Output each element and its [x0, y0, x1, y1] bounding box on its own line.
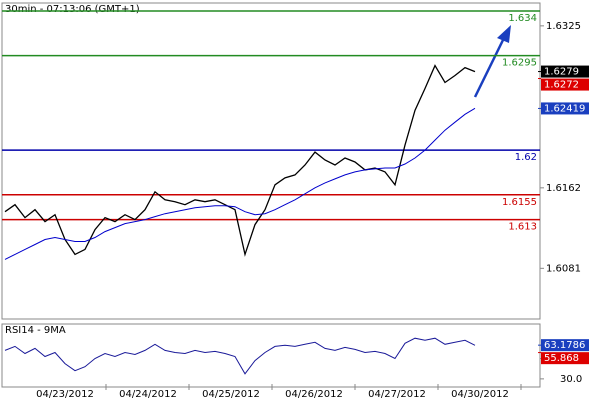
level-label: 1.62 [515, 152, 537, 163]
rsi-tick-label: 30.0 [560, 374, 582, 385]
rsi-title: RSI14 - 9MA [5, 325, 66, 336]
rsi-marker-label: 63.1786 [544, 340, 585, 351]
price-marker-label: 1.6272 [544, 80, 579, 91]
x-tick-label: 04/26/2012 [285, 389, 343, 400]
x-tick-label: 04/27/2012 [368, 389, 426, 400]
x-tick-label: 04/24/2012 [119, 389, 177, 400]
level-label: 1.613 [508, 222, 537, 233]
x-tick-label: 04/23/2012 [36, 389, 94, 400]
chart-title: 30min - 07:13:06 (GMT+1) [5, 4, 140, 15]
level-label: 1.6295 [502, 58, 537, 69]
level-label: 1.634 [508, 13, 537, 24]
y-tick-label: 1.6325 [546, 21, 581, 32]
trend-arrow [473, 39, 505, 98]
x-tick-label: 04/25/2012 [202, 389, 260, 400]
arrow-head [497, 25, 511, 43]
y-tick-label: 1.6162 [546, 183, 581, 194]
rsi-marker-label: 55.868 [544, 353, 579, 364]
price-line [4, 107, 476, 260]
x-tick-label: 04/30/2012 [451, 389, 509, 400]
rsi-panel [1, 323, 541, 388]
price-marker-label: 1.62419 [544, 103, 585, 114]
price-marker-box [541, 65, 589, 78]
price-marker-box [541, 102, 589, 115]
price-line [4, 64, 476, 257]
level-label: 1.6155 [502, 197, 537, 208]
price-panel [1, 2, 541, 320]
price-marker-label: 1.6279 [544, 67, 579, 78]
price-marker-box [541, 78, 589, 91]
y-tick-label: 1.6081 [546, 263, 581, 274]
rsi-line [4, 337, 476, 375]
rsi-marker-box [541, 339, 589, 352]
rsi-marker-box [541, 352, 589, 365]
